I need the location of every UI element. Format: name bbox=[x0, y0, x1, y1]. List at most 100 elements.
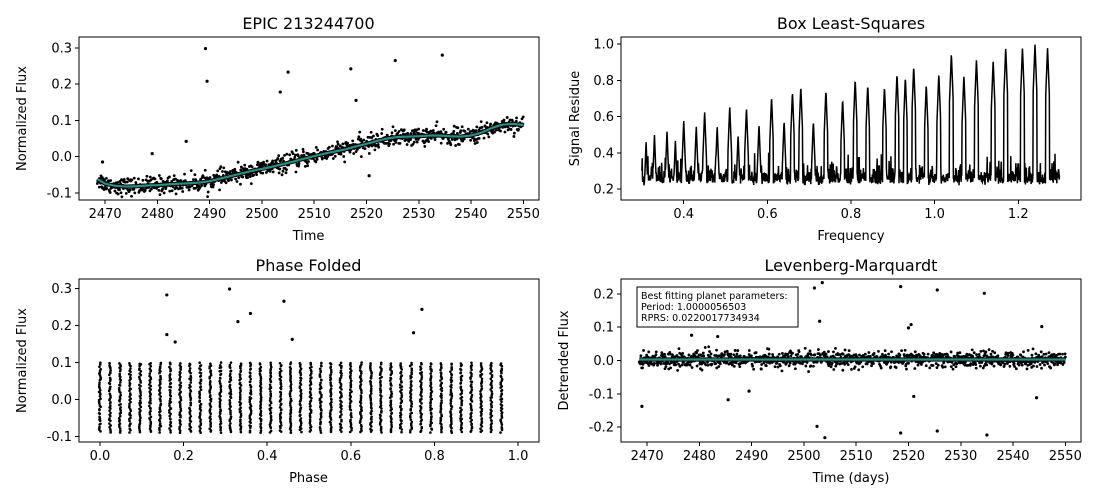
phase-point bbox=[309, 411, 313, 414]
data-point bbox=[235, 180, 239, 183]
y-tick-label: 0.0 bbox=[593, 354, 614, 369]
phase-point bbox=[429, 393, 433, 397]
data-point bbox=[456, 132, 459, 135]
phase-point bbox=[219, 390, 223, 393]
phase-point bbox=[489, 425, 493, 429]
phase-point bbox=[259, 409, 263, 413]
data-point bbox=[787, 364, 791, 368]
data-point bbox=[664, 365, 668, 368]
phase-point bbox=[158, 397, 162, 401]
data-point bbox=[949, 350, 953, 354]
data-point bbox=[834, 346, 837, 350]
phase-point bbox=[249, 367, 252, 371]
data-point bbox=[370, 136, 374, 140]
phase-point bbox=[479, 392, 482, 396]
data-point bbox=[425, 130, 429, 134]
outlier-point bbox=[1034, 396, 1039, 400]
phase-point bbox=[118, 425, 121, 428]
phase-point bbox=[168, 385, 171, 389]
phase-point bbox=[198, 399, 202, 403]
phase-point bbox=[179, 405, 182, 409]
phase-point bbox=[198, 415, 201, 419]
outlier-point bbox=[820, 281, 824, 285]
phase-point bbox=[329, 381, 332, 385]
annotation-box: Best fitting planet parameters: Period: … bbox=[636, 286, 799, 328]
phase-point bbox=[208, 420, 212, 423]
data-point bbox=[446, 141, 449, 145]
phase-point bbox=[460, 421, 464, 425]
phase-point bbox=[339, 361, 343, 365]
data-point bbox=[879, 366, 883, 370]
phase-point bbox=[309, 387, 312, 390]
phase-point bbox=[259, 396, 263, 399]
data-point bbox=[250, 165, 254, 169]
phase-point bbox=[199, 402, 203, 406]
phase-point bbox=[279, 397, 283, 401]
phase-point bbox=[188, 362, 191, 366]
phase-point bbox=[108, 392, 112, 396]
phase-point bbox=[450, 365, 453, 369]
data-point bbox=[126, 177, 130, 181]
phase-point bbox=[379, 366, 382, 369]
data-point bbox=[355, 148, 359, 151]
phase-point bbox=[179, 395, 182, 399]
data-point bbox=[857, 368, 861, 372]
axes-ticks: 2470 2480 2490 2500 2510 2520 2530 2540 2550 -0.2… bbox=[589, 287, 1082, 464]
axes-frame bbox=[78, 278, 540, 443]
data-point bbox=[982, 349, 985, 353]
data-point bbox=[453, 138, 457, 142]
data-point bbox=[172, 174, 176, 178]
x-axis-label: Time bbox=[292, 229, 325, 244]
axes-ticks: 0.0 0.2 0.4 0.6 0.8 1.0 -0.1 0.0 0.1 0.2 0.3 bbox=[47, 282, 529, 464]
data-point bbox=[306, 164, 310, 168]
data-point bbox=[950, 361, 954, 364]
phase-point bbox=[419, 383, 423, 387]
phase-point bbox=[128, 419, 131, 423]
phase-point bbox=[289, 382, 293, 386]
phase-point bbox=[308, 402, 312, 406]
panel-lm: Levenberg-Marquardt Best fitting planet … bbox=[557, 256, 1082, 486]
data-point bbox=[153, 177, 157, 181]
data-point bbox=[264, 163, 267, 167]
phase-point bbox=[298, 361, 302, 365]
data-point bbox=[486, 132, 490, 136]
phase-point bbox=[319, 378, 323, 381]
phase-point bbox=[429, 372, 432, 375]
phase-point bbox=[117, 417, 121, 420]
data-point bbox=[380, 127, 384, 131]
phase-point bbox=[228, 424, 231, 427]
phase-point bbox=[99, 376, 102, 379]
phase-point bbox=[359, 372, 363, 375]
phase-point bbox=[368, 394, 372, 397]
phase-point bbox=[449, 388, 453, 392]
data-point bbox=[913, 367, 917, 370]
data-point bbox=[969, 362, 973, 366]
outlier-point bbox=[286, 70, 290, 74]
x-tick-label: 2530 bbox=[402, 207, 435, 222]
phase-point bbox=[289, 414, 292, 418]
phase-point bbox=[139, 369, 143, 373]
data-point bbox=[450, 138, 454, 141]
data-point bbox=[971, 354, 975, 358]
data-point bbox=[830, 361, 834, 365]
phase-point bbox=[429, 374, 433, 378]
data-point bbox=[1040, 366, 1043, 370]
phase-point bbox=[389, 415, 392, 418]
phase-point bbox=[500, 377, 504, 381]
data-point bbox=[278, 167, 282, 171]
phase-point bbox=[500, 392, 504, 396]
phase-point bbox=[308, 407, 312, 411]
phase-point bbox=[119, 393, 123, 397]
phase-point bbox=[480, 387, 484, 390]
phase-point bbox=[249, 388, 253, 392]
phase-point bbox=[280, 364, 283, 367]
phase-point bbox=[360, 363, 363, 366]
data-point bbox=[503, 130, 507, 134]
data-point bbox=[150, 187, 153, 191]
chart-title: Levenberg-Marquardt bbox=[765, 256, 938, 275]
data-point bbox=[203, 176, 206, 180]
phase-point bbox=[379, 383, 382, 387]
data-point bbox=[433, 138, 437, 142]
phase-point bbox=[188, 383, 191, 387]
phase-point bbox=[239, 427, 243, 430]
